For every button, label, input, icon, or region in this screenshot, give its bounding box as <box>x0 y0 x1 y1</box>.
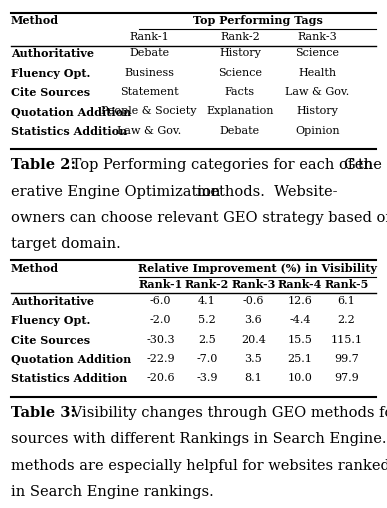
Text: History: History <box>296 106 338 116</box>
Text: Statistics Addition: Statistics Addition <box>11 125 127 137</box>
Text: Table 3:: Table 3: <box>11 406 76 420</box>
Text: methods.  Website-: methods. Website- <box>192 184 337 199</box>
Text: Statistics Addition: Statistics Addition <box>11 373 127 384</box>
Text: 2.2: 2.2 <box>337 315 355 325</box>
Text: Top Performing Tags: Top Performing Tags <box>193 15 323 26</box>
Text: -30.3: -30.3 <box>146 335 175 344</box>
Text: -7.0: -7.0 <box>196 354 218 364</box>
Text: Explanation: Explanation <box>206 106 274 116</box>
Text: 15.5: 15.5 <box>288 335 312 344</box>
Text: Table 2:: Table 2: <box>11 158 76 172</box>
Text: -3.9: -3.9 <box>196 373 218 383</box>
Text: Fluency Opt.: Fluency Opt. <box>11 315 90 326</box>
Text: -22.9: -22.9 <box>146 354 175 364</box>
Text: -0.6: -0.6 <box>243 296 264 306</box>
Text: 3.6: 3.6 <box>245 315 262 325</box>
Text: Health: Health <box>298 68 336 78</box>
Text: sources with different Rankings in Search Engine.  GEO: sources with different Rankings in Searc… <box>11 432 387 446</box>
Text: Gen-: Gen- <box>343 158 378 172</box>
Text: 20.4: 20.4 <box>241 335 266 344</box>
Text: 97.9: 97.9 <box>334 373 359 383</box>
Text: Authoritative: Authoritative <box>11 296 94 307</box>
Text: methods are especially helpful for websites ranked lower: methods are especially helpful for websi… <box>11 459 387 472</box>
Text: -6.0: -6.0 <box>150 296 171 306</box>
Text: Statement: Statement <box>120 87 178 97</box>
Text: 99.7: 99.7 <box>334 354 359 364</box>
Text: Cite Sources: Cite Sources <box>11 87 90 98</box>
Text: Relative Improvement (%) in Visibility: Relative Improvement (%) in Visibility <box>138 263 377 274</box>
Text: 10.0: 10.0 <box>288 373 312 383</box>
Text: -20.6: -20.6 <box>146 373 175 383</box>
Text: Quotation Addition: Quotation Addition <box>11 354 131 365</box>
Text: Rank-2: Rank-2 <box>185 279 229 290</box>
Text: Law & Gov.: Law & Gov. <box>285 87 349 97</box>
Text: 25.1: 25.1 <box>288 354 312 364</box>
Text: 12.6: 12.6 <box>288 296 312 306</box>
Text: Rank-1: Rank-1 <box>139 279 183 290</box>
Text: Rank-3: Rank-3 <box>298 31 337 42</box>
Text: Quotation Addition: Quotation Addition <box>11 106 131 117</box>
Text: Top Performing categories for each of the: Top Performing categories for each of th… <box>67 158 387 172</box>
Text: Rank-3: Rank-3 <box>231 279 276 290</box>
Text: History: History <box>219 48 261 58</box>
Text: 5.2: 5.2 <box>198 315 216 325</box>
Text: Debate: Debate <box>220 125 260 136</box>
Text: Authoritative: Authoritative <box>11 48 94 59</box>
Text: Cite Sources: Cite Sources <box>11 335 90 345</box>
Text: 115.1: 115.1 <box>330 335 362 344</box>
Text: Business: Business <box>124 68 174 78</box>
Text: Visibility changes through GEO methods for: Visibility changes through GEO methods f… <box>67 406 387 420</box>
Text: in Search Engine rankings.: in Search Engine rankings. <box>11 485 214 499</box>
Text: Law & Gov.: Law & Gov. <box>117 125 181 136</box>
Text: 6.1: 6.1 <box>337 296 355 306</box>
Text: 4.1: 4.1 <box>198 296 216 306</box>
Text: Facts: Facts <box>225 87 255 97</box>
Text: 3.5: 3.5 <box>245 354 262 364</box>
Text: People & Society: People & Society <box>101 106 197 116</box>
Text: Method: Method <box>11 263 59 274</box>
Text: owners can choose relevant GEO strategy based on their: owners can choose relevant GEO strategy … <box>11 211 387 225</box>
Text: -2.0: -2.0 <box>150 315 171 325</box>
Text: Opinion: Opinion <box>295 125 340 136</box>
Text: Debate: Debate <box>129 48 169 58</box>
Text: target domain.: target domain. <box>11 237 121 251</box>
Text: erative Engine Optimization: erative Engine Optimization <box>11 184 220 199</box>
Text: Science: Science <box>218 68 262 78</box>
Text: 2.5: 2.5 <box>198 335 216 344</box>
Text: 8.1: 8.1 <box>245 373 262 383</box>
Text: Science: Science <box>295 48 339 58</box>
Text: Rank-4: Rank-4 <box>278 279 322 290</box>
Text: Rank-5: Rank-5 <box>324 279 368 290</box>
Text: Method: Method <box>11 15 59 26</box>
Text: Fluency Opt.: Fluency Opt. <box>11 68 90 79</box>
Text: Rank-1: Rank-1 <box>129 31 169 42</box>
Text: Rank-2: Rank-2 <box>220 31 260 42</box>
Text: -4.4: -4.4 <box>289 315 311 325</box>
